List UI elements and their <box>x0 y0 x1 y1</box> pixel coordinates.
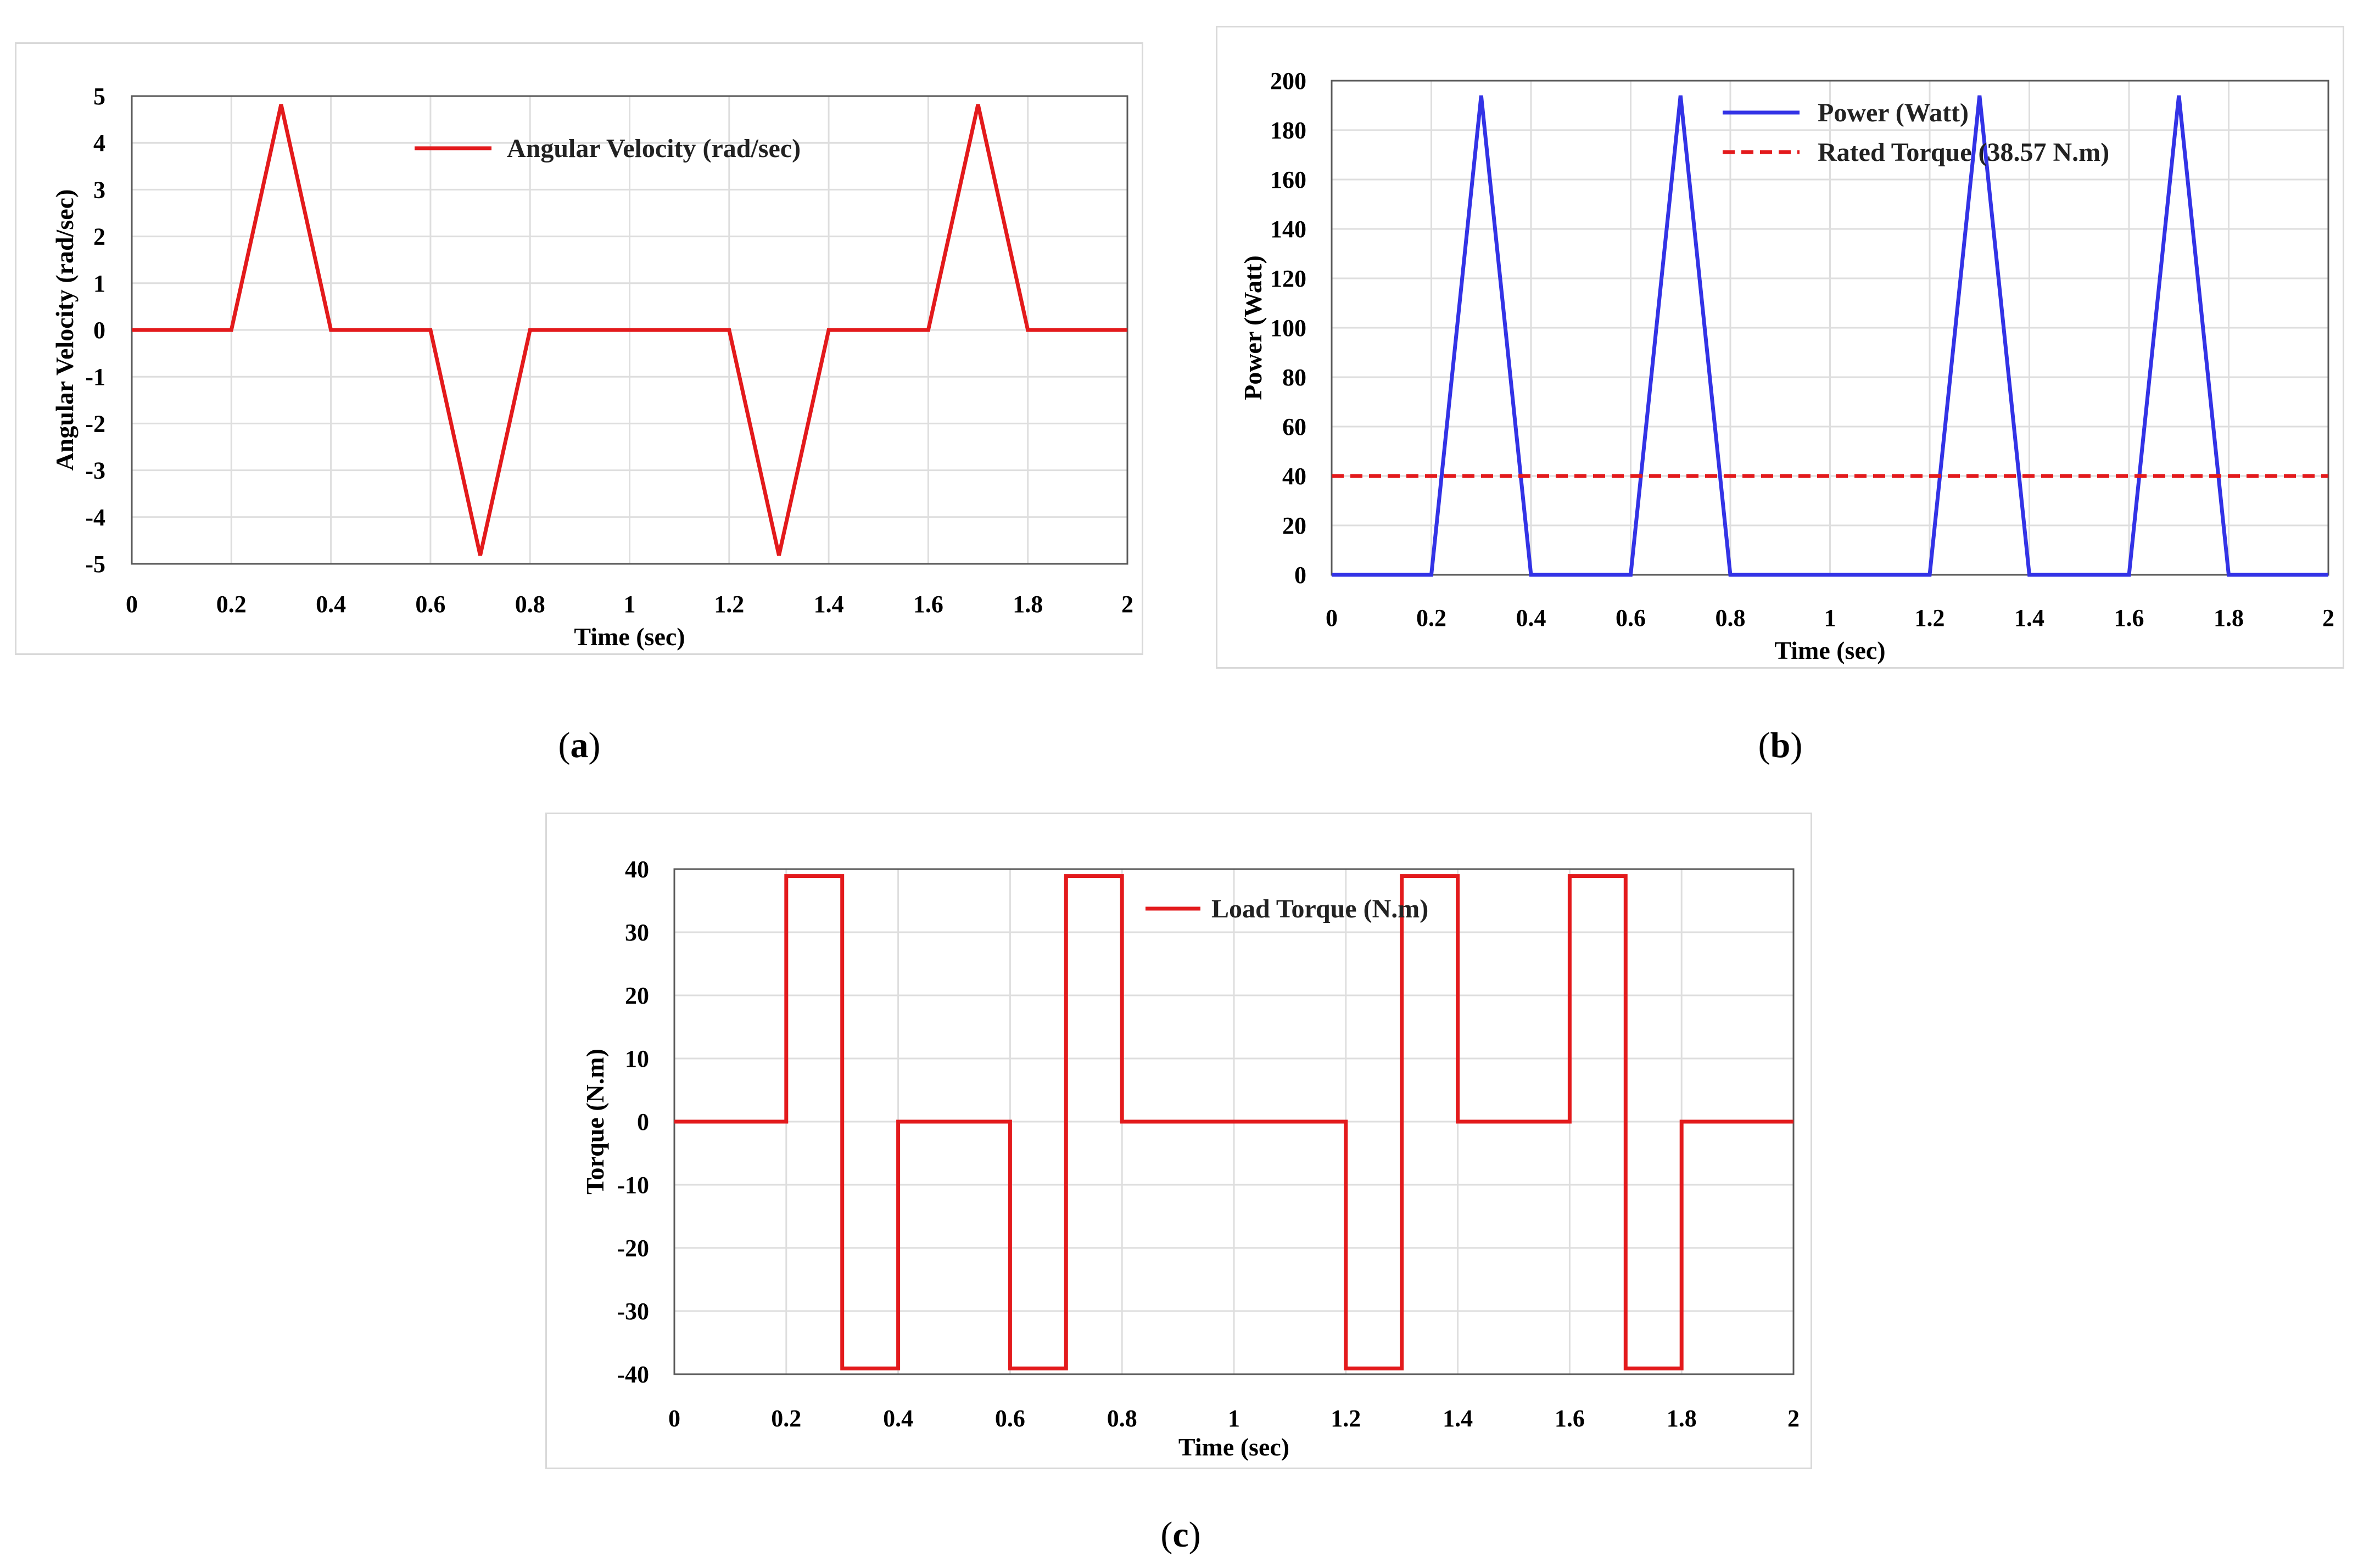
y-tick-label: -5 <box>85 551 105 578</box>
x-tick-label: 0.4 <box>883 1405 913 1432</box>
x-tick-label: 1.8 <box>2214 604 2244 631</box>
y-tick-label: 80 <box>1282 364 1306 391</box>
y-axis-title: Torque (N.m) <box>581 1049 609 1195</box>
x-tick-label: 0.8 <box>515 591 545 618</box>
x-axis-title: Time (sec) <box>574 623 685 651</box>
caption-b-letter: b <box>1770 725 1791 765</box>
x-tick-label: 1.6 <box>913 591 943 618</box>
x-axis-title: Time (sec) <box>1774 636 1885 664</box>
x-tick-label: 0.2 <box>771 1405 801 1432</box>
y-tick-label: -10 <box>617 1172 649 1199</box>
y-tick-label: 3 <box>93 176 105 203</box>
y-tick-label: -1 <box>85 363 105 390</box>
x-tick-label: 1 <box>624 591 636 618</box>
x-tick-label: 0.2 <box>216 591 247 618</box>
chart-panel-a: 0 0.2 0.4 0.6 0.8 1 1.2 1.4 1.6 1.8 2 -5 -4 -3 -2 -1 0 1 2… <box>15 42 1143 655</box>
x-tick-label: 0 <box>126 591 138 618</box>
load-torque-chart: 0 0.2 0.4 0.6 0.8 1 1.2 1.4 1.6 1.8 2 -40 -30 -20 -10 0… <box>581 856 1800 1461</box>
y-axis-title: Angular Velocity (rad/sec) <box>51 189 79 471</box>
y-tick-label: 1 <box>93 270 105 297</box>
y-tick-label: 200 <box>1270 68 1306 94</box>
caption-a: (a) <box>558 725 601 765</box>
y-tick-label: -30 <box>617 1298 649 1325</box>
x-tick-label: 2 <box>2322 604 2334 631</box>
angular-velocity-chart: 0 0.2 0.4 0.6 0.8 1 1.2 1.4 1.6 1.8 2 -5 -4 -3 -2 -1 0 1 2… <box>51 83 1133 651</box>
y-tick-label: 140 <box>1270 216 1306 243</box>
x-tick-label: 1 <box>1824 604 1836 631</box>
y-tick-label: 40 <box>1282 463 1306 490</box>
y-tick-label: 20 <box>1282 512 1306 539</box>
y-tick-label: 4 <box>93 130 105 156</box>
y-tick-label: -3 <box>85 457 105 484</box>
y-tick-label: 180 <box>1270 117 1306 144</box>
y-tick-label: 100 <box>1270 315 1306 341</box>
chart-panel-c: 0 0.2 0.4 0.6 0.8 1 1.2 1.4 1.6 1.8 2 -40 -30 -20 -10 0… <box>545 813 1812 1469</box>
y-tick-label: 60 <box>1282 413 1306 440</box>
caption-b: (b) <box>1758 725 1803 765</box>
y-tick-label: -4 <box>85 504 105 531</box>
caption-c-letter: c <box>1172 1515 1189 1555</box>
x-tick-label: 0.2 <box>1416 604 1446 631</box>
series-line <box>1332 95 2328 577</box>
y-tick-label: 30 <box>625 919 649 946</box>
legend-label: Load Torque (N.m) <box>1211 894 1428 923</box>
x-tick-label: 2 <box>1121 591 1133 618</box>
y-tick-label: 5 <box>93 83 105 110</box>
x-tick-label: 1.8 <box>1013 591 1043 618</box>
y-tick-label: -40 <box>617 1361 649 1388</box>
x-tick-label: 1.4 <box>2014 604 2044 631</box>
x-tick-label: 1.4 <box>814 591 844 618</box>
y-axis-title: Power (Watt) <box>1239 255 1267 400</box>
x-tick-label: 1 <box>1228 1405 1240 1432</box>
x-tick-label: 1.8 <box>1667 1405 1697 1432</box>
x-tick-label: 0.6 <box>415 591 445 618</box>
caption-c: (c) <box>1160 1515 1201 1555</box>
series-line <box>674 874 1793 1371</box>
y-tick-label: 20 <box>625 982 649 1009</box>
y-tick-label: 10 <box>625 1045 649 1072</box>
y-tick-label: -2 <box>85 410 105 437</box>
x-tick-label: 1.2 <box>1331 1405 1361 1432</box>
x-tick-label: 0.4 <box>1516 604 1546 631</box>
y-tick-label: 0 <box>1294 562 1306 589</box>
legend-label: Angular Velocity (rad/sec) <box>507 134 801 163</box>
series-line <box>132 104 1127 556</box>
legend-label: Power (Watt) <box>1818 98 1969 127</box>
caption-a-letter: a <box>570 725 589 765</box>
x-tick-label: 0.4 <box>316 591 346 618</box>
x-axis-title: Time (sec) <box>1178 1433 1289 1461</box>
x-tick-label: 1.6 <box>1555 1405 1585 1432</box>
x-tick-label: 0.8 <box>1716 604 1746 631</box>
y-tick-label: 160 <box>1270 166 1306 193</box>
x-tick-label: 1.2 <box>714 591 744 618</box>
x-tick-label: 0 <box>668 1405 680 1432</box>
x-tick-label: 2 <box>1787 1405 1800 1432</box>
x-tick-label: 0 <box>1326 604 1338 631</box>
legend-label: Rated Torque (38.57 N.m) <box>1818 138 2109 167</box>
y-tick-label: 0 <box>637 1108 649 1135</box>
y-tick-label: 2 <box>93 223 105 250</box>
x-tick-label: 0.8 <box>1107 1405 1137 1432</box>
x-tick-label: 1.4 <box>1443 1405 1473 1432</box>
power-chart: 0 0.2 0.4 0.6 0.8 1 1.2 1.4 1.6 1.8 20204060801001… <box>1239 68 2334 664</box>
x-tick-label: 1.6 <box>2114 604 2144 631</box>
y-tick-label: 40 <box>625 856 649 883</box>
y-tick-label: 120 <box>1270 265 1306 292</box>
y-tick-label: 0 <box>93 317 105 344</box>
chart-panel-b: 0 0.2 0.4 0.6 0.8 1 1.2 1.4 1.6 1.8 2 0 20 40 60 80 100 1… <box>1216 26 2344 669</box>
x-tick-label: 1.2 <box>1915 604 1945 631</box>
y-tick-label: -20 <box>617 1235 649 1262</box>
x-tick-label: 0.6 <box>995 1405 1025 1432</box>
x-tick-label: 0.6 <box>1616 604 1646 631</box>
